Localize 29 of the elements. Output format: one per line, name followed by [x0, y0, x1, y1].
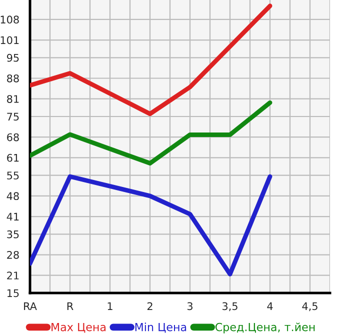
- x-tick-label: RA: [24, 302, 37, 310]
- y-tick-label: 88: [7, 74, 19, 82]
- y-tick-label: 41: [6, 212, 19, 220]
- x-tick-label: 3,5: [222, 302, 238, 312]
- line-series: [30, 174, 272, 276]
- y-tick-label: 61: [7, 154, 19, 162]
- y-tick-label: 21: [7, 272, 19, 280]
- y-tick-label: 75: [7, 112, 19, 121]
- line-series: [30, 4, 272, 116]
- y-tick-label: 48: [6, 192, 19, 200]
- y-tick-label: 95: [6, 54, 19, 62]
- y-tick-label: 55: [7, 172, 19, 180]
- x-tick-label: 3: [187, 302, 192, 310]
- y-tick-label: 28: [7, 250, 19, 259]
- legend-label: Сред.Цена, т.йен: [215, 322, 315, 334]
- x-tick-label: R: [67, 302, 74, 310]
- legend-label: Min Цена: [135, 322, 186, 333]
- legend-label: Max Цена: [52, 322, 106, 333]
- x-tick-label: 2: [147, 302, 152, 310]
- y-tick-label: 68: [7, 133, 19, 142]
- y-tick-label: 81: [7, 95, 19, 103]
- y-tick-label: 108: [0, 16, 19, 24]
- y-tick-label: 101: [0, 36, 19, 44]
- y-tick-label: 15: [7, 289, 19, 298]
- x-tick-label: 4,5: [302, 302, 318, 312]
- x-tick-label: 4: [267, 302, 273, 310]
- x-tick-label: 1: [108, 302, 112, 310]
- line-series: [30, 100, 272, 166]
- y-tick-label: 35: [7, 230, 19, 238]
